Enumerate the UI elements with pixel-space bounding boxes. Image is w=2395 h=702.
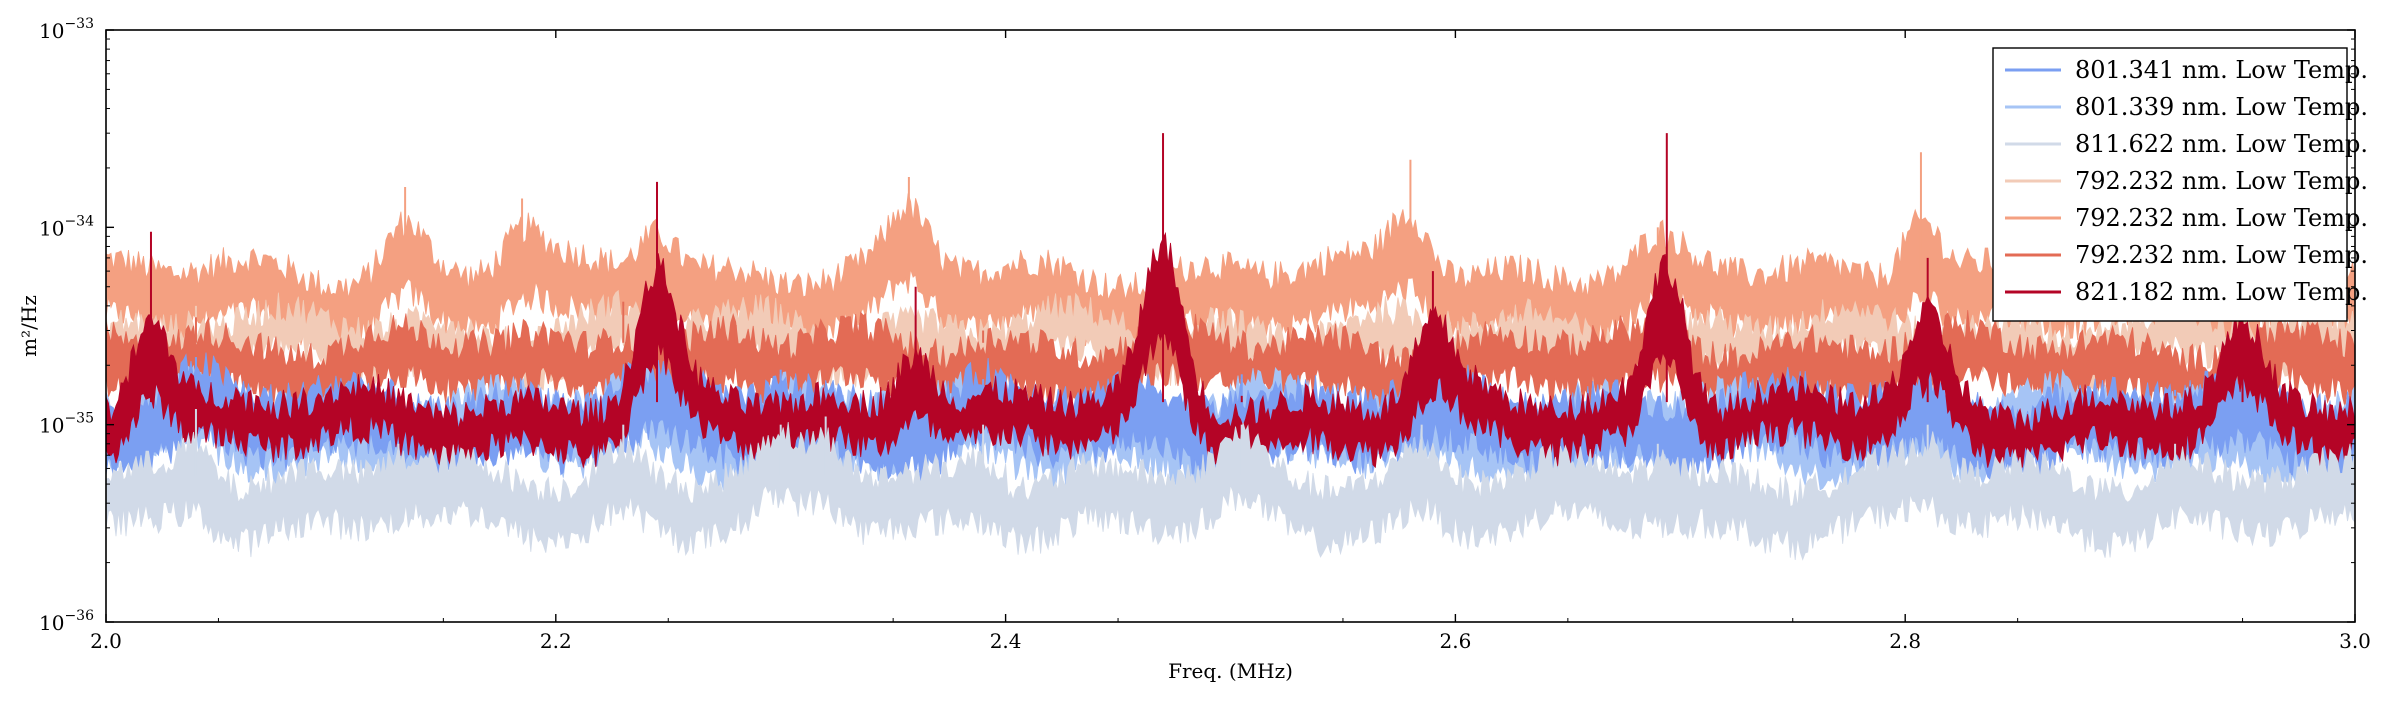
legend-item: 801.341 nm. Low Temp. [2005,56,2368,84]
legend-item: 801.339 nm. Low Temp. [2005,93,2368,121]
plot-frame [105,29,2356,623]
y-tick-label: 10−33 [39,16,94,43]
y-tick-label: 10−36 [39,608,94,635]
legend-label: 801.339 nm. Low Temp. [2075,93,2368,121]
legend-label: 811.622 nm. Low Temp. [2075,130,2368,158]
legend-box [1992,47,2348,322]
legend-item: 811.622 nm. Low Temp. [2005,130,2368,158]
series-3-band [106,422,2355,561]
series-5-band [106,193,2355,357]
plot-series-group [106,133,2355,561]
legend-item: 792.232 nm. Low Temp. [2005,167,2368,195]
legend-item: 792.232 nm. Low Temp. [2005,204,2368,232]
legend-label: 792.232 nm. Low Temp. [2075,167,2368,195]
legend-item: 792.232 nm. Low Temp. [2005,241,2368,269]
series-7-trace [106,133,2355,474]
legend-label: 792.232 nm. Low Temp. [2075,204,2368,232]
y-axis-label: m²/Hz [17,295,41,357]
y-tick-label: 10−35 [39,411,94,438]
axis-ticks: 2.0 2.2 2.4 2.6 2.8 3.0 10−36 10−35 10−34 10−33 [39,16,2371,653]
x-axis-label: Freq. (MHz) [1168,659,1293,683]
x-tick-label: 2.2 [540,629,572,653]
y-tick-label: 10−34 [39,213,94,240]
legend-label: 821.182 nm. Low Temp. [2075,278,2368,306]
x-tick-label: 3.0 [2339,629,2371,653]
series-7-band [106,231,2355,474]
legend: 801.341 nm. Low Temp. 801.339 nm. Low Tem… [1992,47,2368,322]
x-tick-label: 2.6 [1439,629,1471,653]
x-tick-label: 2.8 [1889,629,1921,653]
x-tick-label: 2.0 [90,629,122,653]
x-tick-label: 2.4 [990,629,1022,653]
legend-label: 792.232 nm. Low Temp. [2075,241,2368,269]
series-3-trace [106,409,2355,561]
legend-label: 801.341 nm. Low Temp. [2075,56,2368,84]
legend-item: 821.182 nm. Low Temp. [2005,278,2368,306]
